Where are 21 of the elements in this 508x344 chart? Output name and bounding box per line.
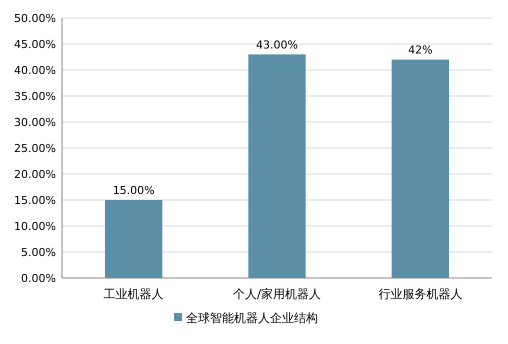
y-tick-label: 35.00%: [14, 90, 56, 103]
y-tick-label: 5.00%: [21, 246, 56, 259]
y-tick-label: 10.00%: [14, 220, 56, 233]
y-tick-label: 40.00%: [14, 64, 56, 77]
y-tick-label: 20.00%: [14, 168, 56, 181]
y-tick-label: 25.00%: [14, 142, 56, 155]
y-tick-label: 0.00%: [21, 272, 56, 285]
y-tick-label: 15.00%: [14, 194, 56, 207]
y-tick-label: 50.00%: [14, 12, 56, 25]
bar: [105, 200, 162, 278]
bar: [248, 54, 306, 278]
data-label: 42%: [408, 44, 433, 57]
bar: [392, 60, 449, 278]
data-label: 15.00%: [112, 184, 155, 197]
x-tick-label: 个人/家用机器人: [232, 287, 322, 301]
data-label: 43.00%: [256, 38, 298, 52]
x-tick-label: 行业服务机器人: [378, 287, 462, 301]
legend-label: 全球智能机器人企业结构: [186, 311, 318, 325]
y-tick-label: 45.00%: [14, 38, 56, 51]
y-tick-label: 30.00%: [14, 116, 56, 129]
x-tick-label: 工业机器人: [104, 287, 164, 301]
